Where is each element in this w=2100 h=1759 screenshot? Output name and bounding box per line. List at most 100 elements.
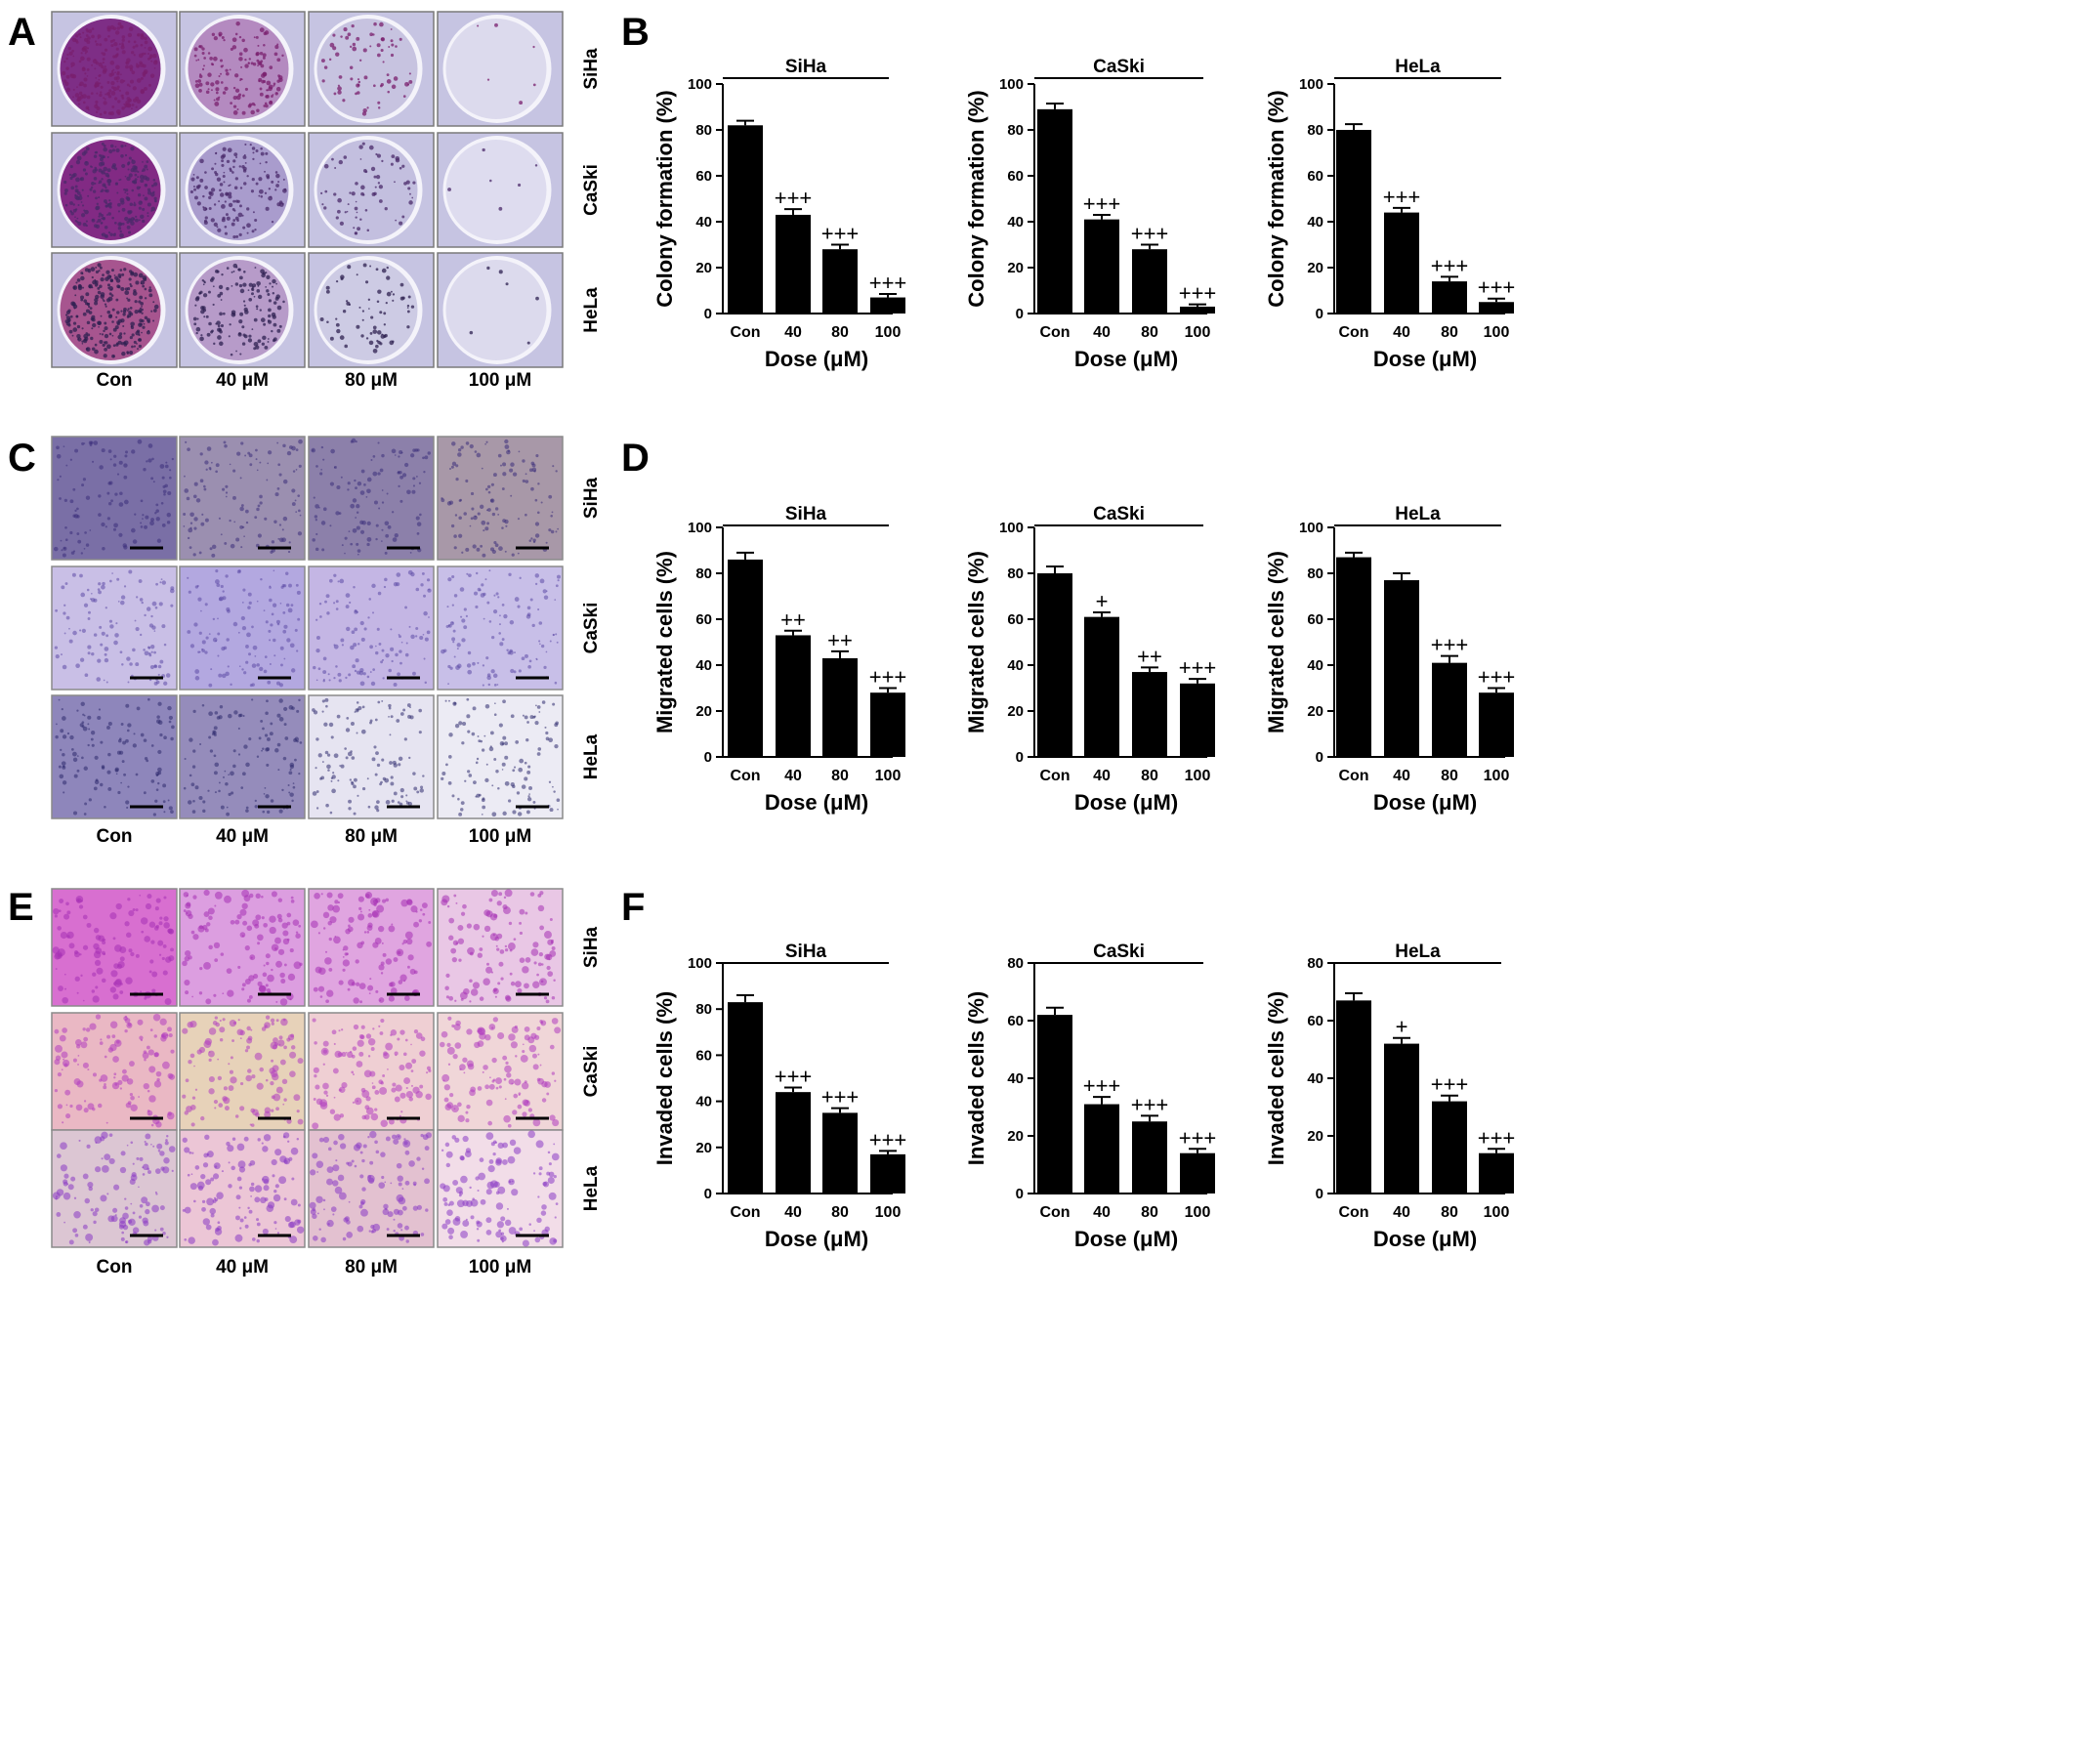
cell-dot <box>503 896 507 900</box>
cell-dot <box>551 995 556 1000</box>
cell-dot <box>448 1200 454 1206</box>
cell-dot <box>519 931 524 936</box>
colony-dot <box>108 148 113 154</box>
x-tick-label: Con <box>1338 1204 1368 1221</box>
cell-dot <box>519 758 525 764</box>
cell-dot <box>367 913 373 918</box>
cell-dot <box>160 578 163 581</box>
cell-dot <box>423 610 428 616</box>
cell-dot <box>289 1235 298 1244</box>
cell-dot <box>399 649 402 653</box>
cell-dot <box>499 614 501 617</box>
cell-dot <box>106 1034 111 1039</box>
cell-dot <box>120 722 124 726</box>
cell-dot <box>485 487 488 491</box>
colony-dot <box>105 172 109 178</box>
cell-dot <box>472 706 477 711</box>
cell-dot <box>322 1040 329 1047</box>
cell-dot <box>267 974 274 983</box>
colony-dot <box>201 67 205 70</box>
cell-dot <box>72 630 77 636</box>
cell-dot <box>247 1068 252 1073</box>
cell-dot <box>95 1014 102 1020</box>
cell-dot <box>517 605 521 608</box>
colony-dot <box>401 215 405 219</box>
cell-dot <box>154 1168 161 1174</box>
cell-dot <box>274 1184 279 1189</box>
cell-dot <box>550 529 555 534</box>
cell-dot <box>254 1052 263 1061</box>
colony-dot <box>78 83 82 87</box>
colony-dot <box>112 86 117 92</box>
colony-dot <box>366 229 370 232</box>
colony-dot <box>114 325 119 330</box>
cell-dot <box>245 1074 252 1082</box>
cell-dot <box>63 604 66 607</box>
cell-dot <box>81 483 85 487</box>
cell-dot <box>537 962 542 967</box>
colony-dot <box>226 216 231 221</box>
colony-dot <box>92 322 97 328</box>
cell-dot <box>109 986 116 993</box>
cell-dot <box>496 900 502 906</box>
cell-dot <box>322 911 330 919</box>
colony-dot <box>356 211 358 214</box>
cell-dot <box>245 509 249 514</box>
colony-dot <box>250 292 254 296</box>
colony-dot <box>348 303 352 307</box>
colony-dot <box>108 292 112 296</box>
cell-dot <box>532 1064 539 1070</box>
cell-dot <box>154 1191 157 1194</box>
cell-dot <box>182 1027 189 1034</box>
cell-dot <box>482 1070 484 1073</box>
colony-dot <box>97 34 102 39</box>
x-tick-label: 100 <box>875 324 902 341</box>
cell-dot <box>262 1178 265 1181</box>
colony-dot <box>109 39 113 43</box>
cell-dot <box>346 1232 354 1238</box>
colony-dot <box>102 52 106 57</box>
cell-dot <box>255 893 261 899</box>
cell-dot <box>493 757 497 761</box>
bar-80 <box>1432 662 1467 757</box>
cell-dot <box>148 1066 156 1073</box>
cell-dot <box>157 749 162 755</box>
cell-dot <box>75 1044 81 1049</box>
cell-dot <box>115 773 118 775</box>
cell-dot <box>375 650 379 655</box>
cell-dot <box>91 592 93 595</box>
cell-dot <box>255 458 258 461</box>
colony-dot <box>126 310 129 312</box>
cell-dot <box>123 499 129 505</box>
cell-dot <box>262 972 268 978</box>
cell-dot <box>292 470 296 473</box>
colony-dot <box>198 82 203 87</box>
cell-dot <box>269 915 276 923</box>
cell-dot <box>315 519 317 522</box>
cell-dot <box>547 939 554 945</box>
cell-dot <box>509 468 514 473</box>
cell-dot <box>90 440 94 444</box>
cell-dot <box>548 1192 557 1200</box>
cell-dot <box>157 771 162 775</box>
colony-dot <box>263 322 267 326</box>
cell-dot <box>125 932 132 939</box>
cell-dot <box>290 1198 298 1206</box>
cell-dot <box>244 454 247 457</box>
cell-dot <box>221 647 226 651</box>
colony-dot <box>75 314 79 318</box>
cell-dot <box>188 527 193 533</box>
cell-dot <box>536 1026 541 1031</box>
cell-dot <box>235 1194 241 1200</box>
cell-dot <box>451 956 457 963</box>
cell-dot <box>187 536 190 540</box>
colony-dot <box>97 37 100 40</box>
colony-dot <box>380 48 384 53</box>
colony-dot <box>141 170 144 173</box>
colony-dot <box>354 206 358 211</box>
cell-dot <box>479 947 483 951</box>
colony-dot <box>138 200 143 205</box>
cell-dot <box>286 921 291 926</box>
cell-dot <box>372 455 376 458</box>
cell-dot <box>129 662 133 666</box>
